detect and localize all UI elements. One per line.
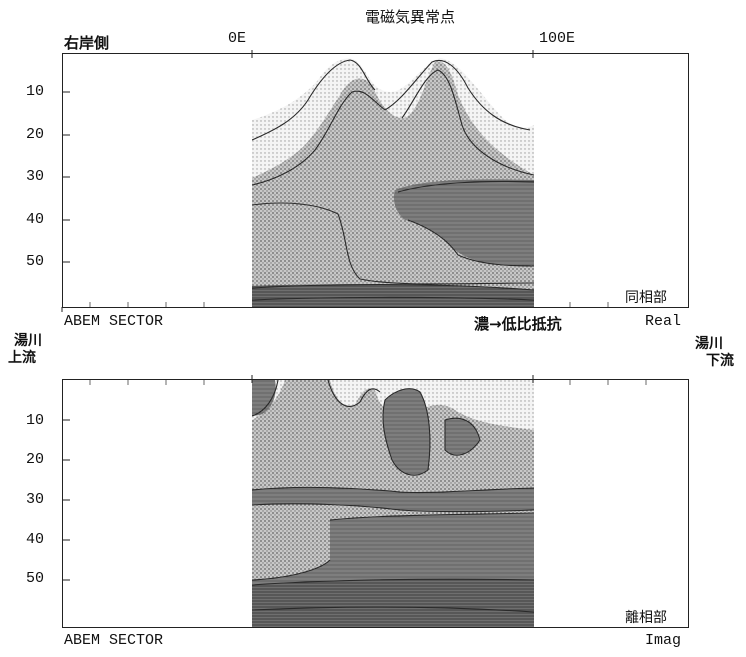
bottom-section-fill (252, 380, 534, 627)
downstream-label-line2: 下流 (706, 353, 734, 369)
bottom-footer-right: Imag (645, 632, 682, 649)
x-tick-100e: 100E (539, 30, 576, 47)
real-section-frame (62, 53, 689, 308)
top-depth-tick-40: 40 (26, 211, 45, 228)
bottom-depth-tick-30: 30 (26, 491, 45, 508)
legend-note: 濃→低比抵抗 (474, 315, 562, 333)
x-tick-0e: 0E (228, 30, 247, 47)
top-contour-lines (252, 59, 534, 301)
top-footer-left: ABEM SECTOR (64, 313, 164, 330)
top-footer-right: Real (645, 313, 682, 330)
bottom-depth-tick-10: 10 (26, 412, 45, 429)
bottom-depth-tick-20: 20 (26, 451, 45, 468)
anomaly-title: 電磁気異常点 (365, 8, 456, 26)
top-depth-tick-10: 10 (26, 83, 45, 100)
imag-section-frame (62, 379, 689, 628)
bottom-contour-lines (252, 380, 534, 613)
upstream-label-line2: 上流 (8, 350, 36, 366)
right-bank-label: 右岸側 (64, 34, 110, 52)
bottom-depth-tick-50: 50 (26, 570, 45, 587)
upstream-label-line1: 湯川 (14, 333, 42, 349)
quadrature-label: 離相部 (625, 607, 667, 627)
bottom-top-edge-ticks (89, 380, 647, 385)
top-depth-tick-50: 50 (26, 253, 45, 270)
top-depth-tick-20: 20 (26, 126, 45, 143)
in-phase-label: 同相部 (625, 287, 667, 307)
bottom-footer-left: ABEM SECTOR (64, 632, 164, 649)
top-depth-tick-30: 30 (26, 168, 45, 185)
top-section-fill (252, 54, 534, 307)
downstream-label-line1: 湯川 (695, 336, 723, 352)
bottom-depth-tick-40: 40 (26, 531, 45, 548)
